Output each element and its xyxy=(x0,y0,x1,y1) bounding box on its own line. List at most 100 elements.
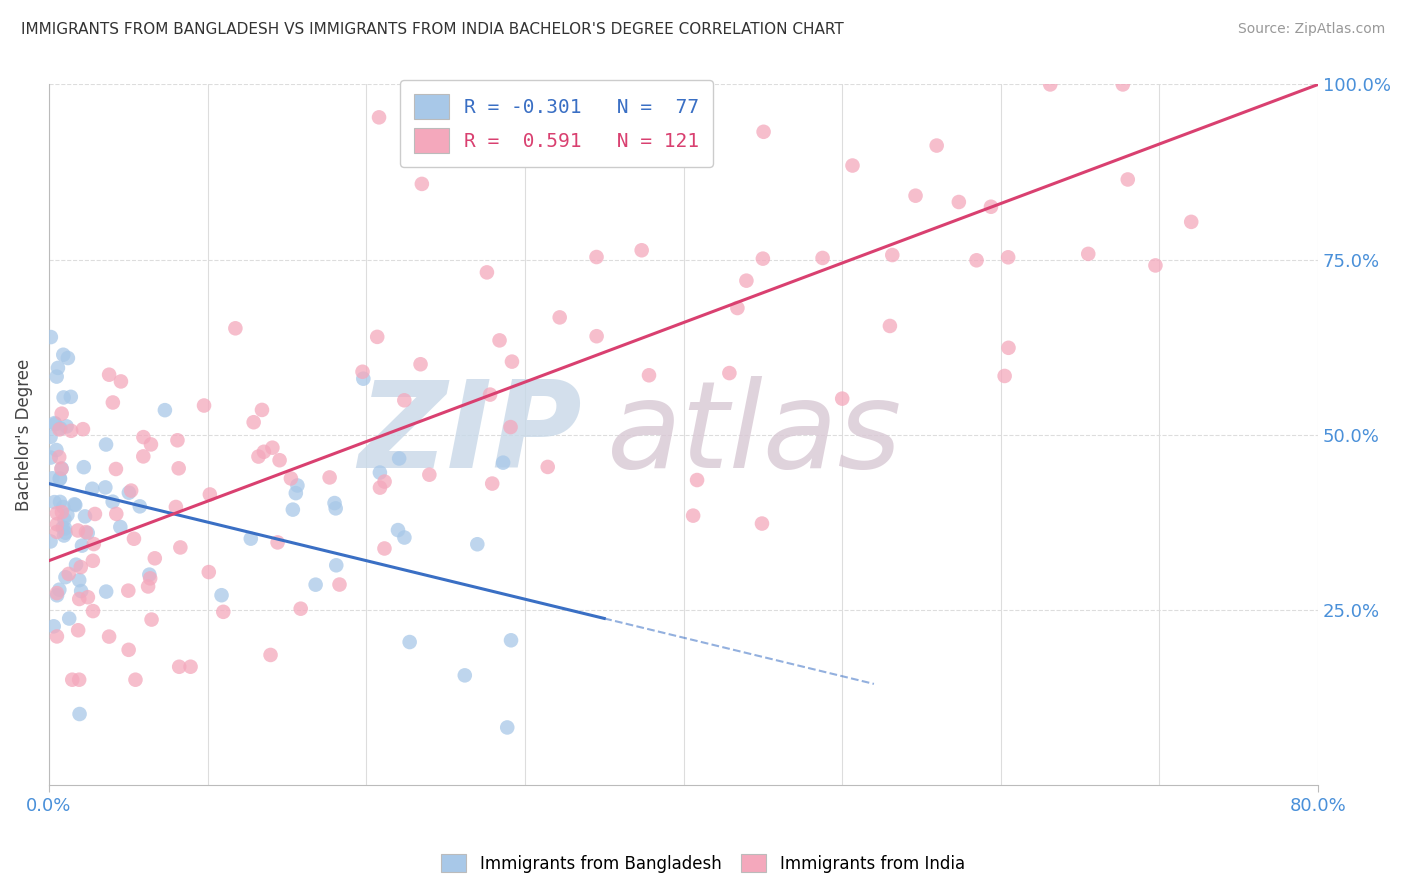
Point xyxy=(45,586,67,600)
Point xyxy=(735,274,758,288)
Point xyxy=(52,391,75,405)
Point xyxy=(41,471,63,485)
Point xyxy=(167,461,190,475)
Point xyxy=(1112,78,1135,92)
Point xyxy=(479,387,502,401)
Point xyxy=(966,253,988,268)
Point xyxy=(287,478,309,492)
Point xyxy=(318,470,340,484)
Point xyxy=(212,605,235,619)
Point xyxy=(513,137,536,152)
Point xyxy=(686,473,709,487)
Point xyxy=(110,375,132,389)
Point xyxy=(585,329,607,343)
Point xyxy=(124,673,146,687)
Point xyxy=(323,496,346,510)
Point xyxy=(630,244,652,258)
Point xyxy=(44,495,66,509)
Point xyxy=(499,420,522,434)
Point xyxy=(70,584,93,599)
Point xyxy=(224,321,246,335)
Point xyxy=(1039,78,1062,92)
Point xyxy=(52,521,75,535)
Point xyxy=(53,528,76,542)
Point xyxy=(132,450,155,464)
Point xyxy=(492,456,515,470)
Point xyxy=(132,430,155,444)
Point xyxy=(165,500,187,514)
Point xyxy=(904,188,927,202)
Point xyxy=(45,369,67,384)
Point xyxy=(1180,215,1202,229)
Point xyxy=(76,526,98,541)
Point xyxy=(52,500,75,514)
Point xyxy=(994,368,1017,383)
Point xyxy=(70,539,93,553)
Point xyxy=(98,368,121,382)
Point xyxy=(752,252,775,266)
Point xyxy=(501,354,523,368)
Point xyxy=(281,502,304,516)
Point xyxy=(67,592,90,607)
Point xyxy=(51,505,73,519)
Point xyxy=(63,497,86,511)
Point xyxy=(84,507,107,521)
Point xyxy=(454,668,477,682)
Point xyxy=(45,443,67,458)
Point xyxy=(55,525,77,540)
Point xyxy=(166,434,188,448)
Point xyxy=(325,558,347,573)
Y-axis label: Bachelor's Degree: Bachelor's Degree xyxy=(15,359,32,511)
Point xyxy=(101,395,124,409)
Point xyxy=(325,501,347,516)
Point xyxy=(56,508,79,522)
Point xyxy=(58,566,80,581)
Point xyxy=(53,512,76,526)
Point xyxy=(105,507,128,521)
Point xyxy=(73,460,96,475)
Point xyxy=(290,601,312,615)
Point xyxy=(394,393,416,408)
Point xyxy=(128,500,150,514)
Point xyxy=(46,588,69,602)
Point xyxy=(841,159,863,173)
Point xyxy=(253,444,276,458)
Point xyxy=(51,462,73,476)
Point xyxy=(394,531,416,545)
Point xyxy=(682,508,704,523)
Point xyxy=(262,441,284,455)
Point xyxy=(67,673,90,687)
Point xyxy=(39,534,62,549)
Point xyxy=(725,301,748,315)
Point xyxy=(1144,259,1167,273)
Point xyxy=(67,624,90,638)
Point xyxy=(250,403,273,417)
Point xyxy=(997,341,1019,355)
Point xyxy=(1116,172,1139,186)
Point xyxy=(65,558,87,572)
Point xyxy=(66,524,89,538)
Point xyxy=(96,584,118,599)
Point xyxy=(193,399,215,413)
Point xyxy=(65,498,87,512)
Point xyxy=(141,613,163,627)
Point xyxy=(180,659,202,673)
Point xyxy=(56,351,79,365)
Point xyxy=(481,476,503,491)
Point xyxy=(373,541,395,556)
Point xyxy=(48,450,70,464)
Point xyxy=(82,604,104,618)
Point xyxy=(58,611,80,625)
Point xyxy=(284,486,307,500)
Point xyxy=(718,366,741,380)
Point xyxy=(751,516,773,531)
Point xyxy=(49,495,72,509)
Point xyxy=(488,334,510,348)
Point xyxy=(475,265,498,279)
Point xyxy=(465,537,488,551)
Point xyxy=(42,619,65,633)
Point xyxy=(387,523,409,537)
Point xyxy=(239,532,262,546)
Point xyxy=(94,437,117,451)
Point xyxy=(366,330,388,344)
